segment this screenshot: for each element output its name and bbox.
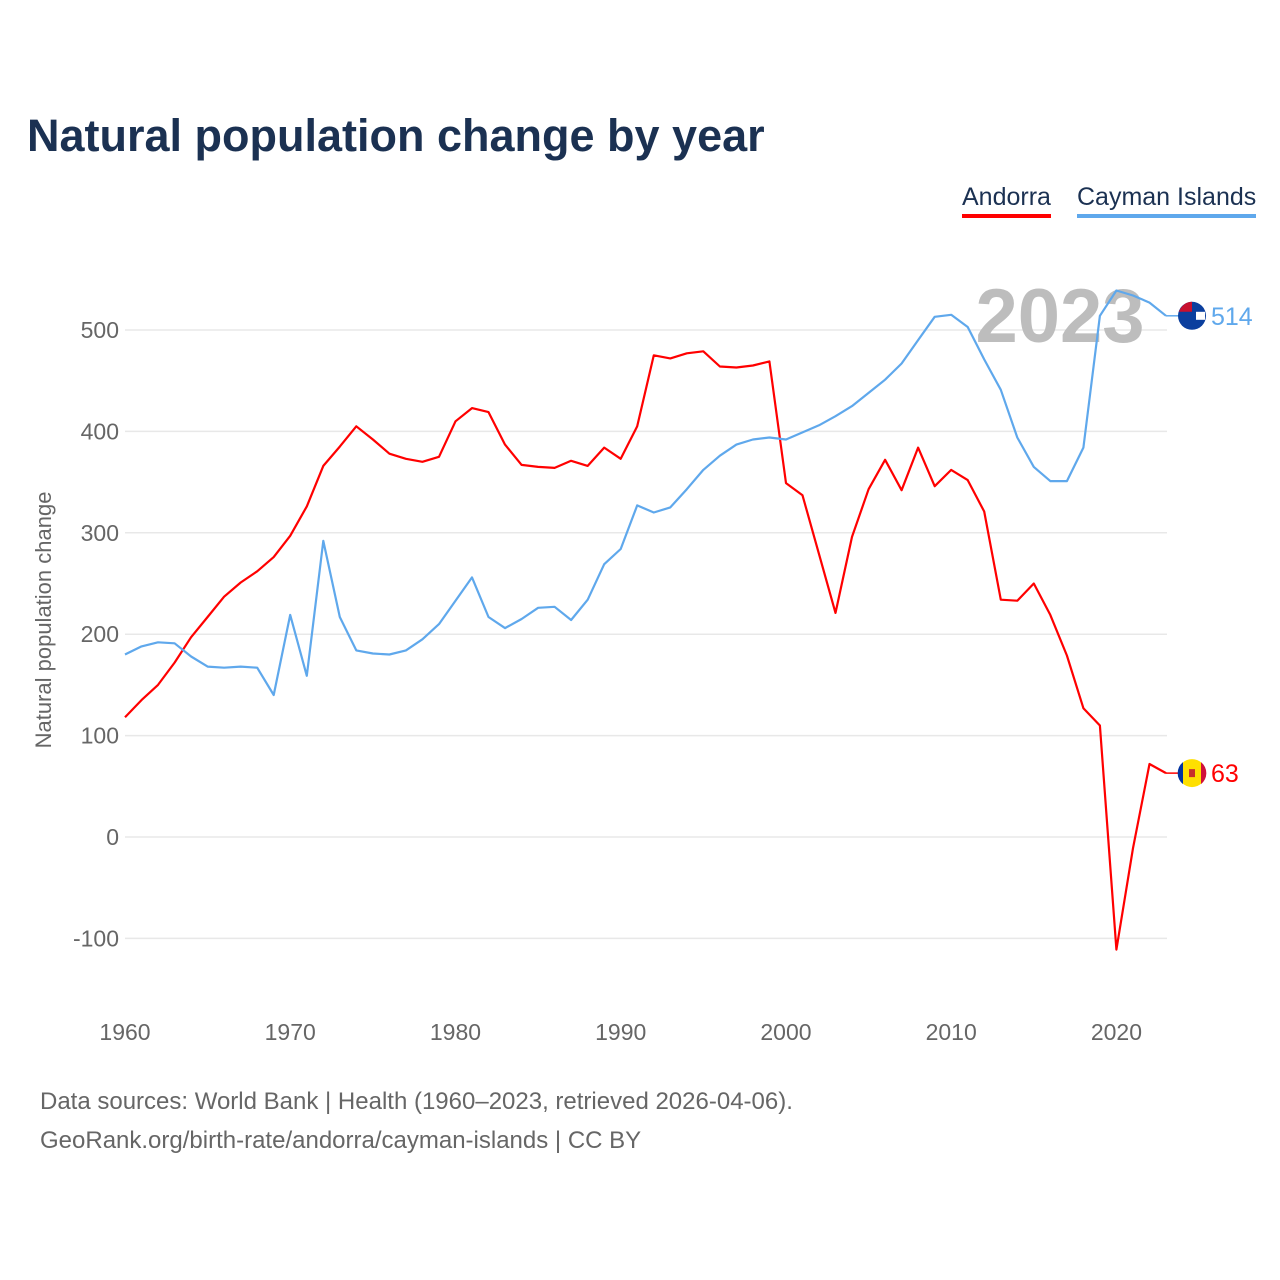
- y-tick-label: -100: [73, 925, 119, 951]
- flag-crest: [1196, 311, 1205, 320]
- flag-red: [1201, 762, 1207, 785]
- flag-union-jack: [1179, 301, 1192, 312]
- footer-sources: Data sources: World Bank | Health (1960–…: [40, 1088, 793, 1115]
- end-value-label: 63: [1211, 760, 1239, 788]
- footer-attribution: GeoRank.org/birth-rate/andorra/cayman-is…: [40, 1127, 642, 1154]
- series-line-andorra: [124, 350, 1167, 951]
- x-tick-label: 1990: [595, 1019, 646, 1045]
- flag-blue: [1177, 762, 1183, 785]
- y-tick-label: 400: [81, 418, 119, 444]
- y-tick-label: 0: [106, 824, 119, 850]
- y-axis-label: Natural population change: [31, 492, 56, 749]
- y-tick-label: 100: [81, 723, 119, 749]
- y-tick-label: 500: [81, 317, 119, 343]
- legend-andorra[interactable]: Andorra: [962, 183, 1051, 218]
- x-tick-label: 2000: [760, 1019, 811, 1045]
- y-tick-label: 200: [81, 621, 119, 647]
- flag-emblem: [1189, 769, 1195, 778]
- x-tick-label: 2020: [1091, 1019, 1142, 1045]
- end-value-label: 514: [1211, 303, 1253, 331]
- chart-title: Natural population change by year: [27, 110, 765, 161]
- x-tick-label: 1980: [430, 1019, 481, 1045]
- series-line-cayman-islands: [124, 289, 1167, 697]
- x-tick-label: 2010: [926, 1019, 977, 1045]
- x-tick-label: 1970: [265, 1019, 316, 1045]
- year-watermark: 2023: [975, 274, 1144, 359]
- x-tick-label: 1960: [99, 1019, 150, 1045]
- y-tick-label: 300: [81, 520, 119, 546]
- legend-cayman-islands[interactable]: Cayman Islands: [1077, 183, 1257, 218]
